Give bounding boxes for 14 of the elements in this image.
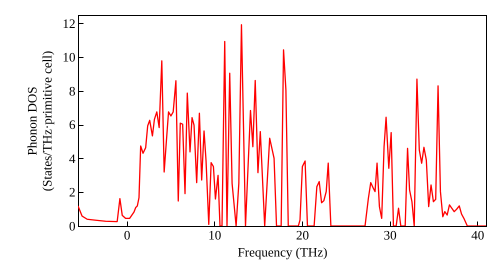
y-tick-label: 8 (69, 83, 76, 98)
x-tick-label: 0 (124, 228, 130, 242)
y-tick-label: 2 (69, 184, 76, 200)
y-tick-label: 12 (62, 16, 76, 31)
x-tick-label: 20 (296, 228, 309, 242)
x-tick-label: 40 (471, 228, 484, 242)
x-tick-label: 30 (384, 228, 397, 242)
y-axis-title: Phonon DOS (States/THz·primitive cell) (24, 50, 54, 192)
y-tick-label: 6 (69, 117, 76, 132)
y-tick-label: 4 (69, 150, 76, 166)
line-series (78, 24, 486, 226)
x-tick-label: 10 (208, 228, 222, 242)
y-tick-label: 10 (62, 50, 76, 65)
x-axis-title: Frequency (THz) (238, 244, 328, 260)
